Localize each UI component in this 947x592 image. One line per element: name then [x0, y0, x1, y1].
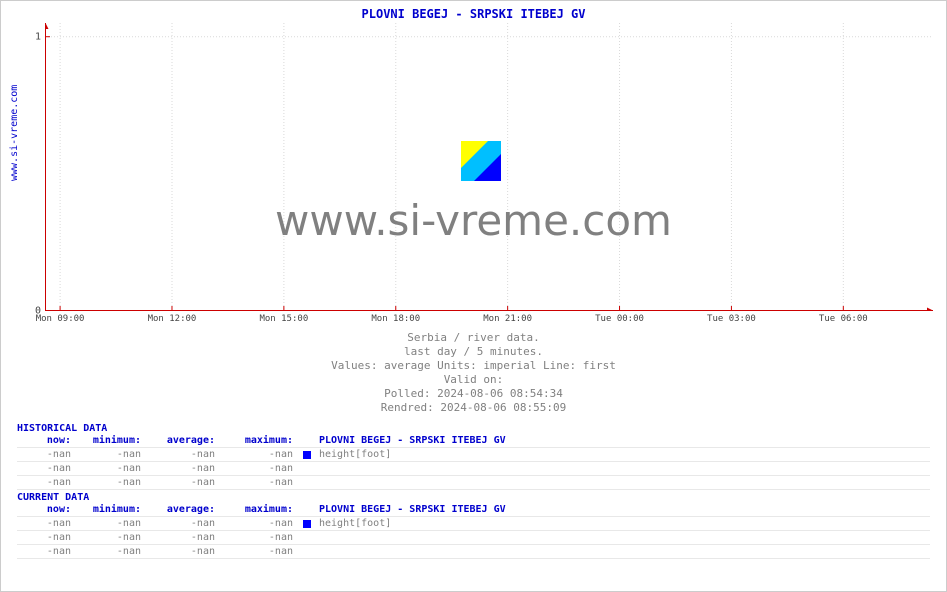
meta-line: Values: average Units: imperial Line: fi…	[1, 359, 946, 373]
y-tick-label: 0	[9, 306, 41, 317]
cell-now: -nan	[17, 462, 77, 475]
col-header-min: minimum:	[77, 434, 147, 447]
x-tick-label: Mon 21:00	[483, 314, 532, 324]
cell-avg: -nan	[147, 545, 221, 558]
cell-max: -nan	[221, 462, 299, 475]
y-axis-label: www.si-vreme.com	[9, 85, 20, 181]
chart-metadata: Serbia / river data. last day / 5 minute…	[1, 331, 946, 415]
x-tick-label: Mon 18:00	[371, 314, 420, 324]
meta-line: last day / 5 minutes.	[1, 345, 946, 359]
cell-max: -nan	[221, 545, 299, 558]
meta-line: Rendred: 2024-08-06 08:55:09	[1, 401, 946, 415]
cell-min: -nan	[77, 448, 147, 461]
col-header-max: maximum:	[221, 503, 299, 516]
site-logo-icon	[461, 141, 501, 181]
x-tick-label: Mon 15:00	[259, 314, 308, 324]
cell-label	[315, 545, 930, 558]
current-header: CURRENT DATA	[17, 492, 930, 503]
cell-swatch	[299, 531, 315, 544]
cell-min: -nan	[77, 476, 147, 489]
cell-now: -nan	[17, 517, 77, 530]
cell-now: -nan	[17, 476, 77, 489]
table-row: -nan-nan-nan-nanheight[foot]	[17, 448, 930, 462]
table-header-row: now: minimum: average: maximum: PLOVNI B…	[17, 434, 930, 448]
cell-now: -nan	[17, 448, 77, 461]
col-header-avg: average:	[147, 434, 221, 447]
x-tick-label: Mon 12:00	[148, 314, 197, 324]
series-swatch-icon	[303, 451, 311, 459]
cell-label: height[foot]	[315, 448, 930, 461]
table-row: -nan-nan-nan-nan	[17, 545, 930, 559]
meta-line: Serbia / river data.	[1, 331, 946, 345]
table-row: -nan-nan-nan-nan	[17, 531, 930, 545]
col-header-station: PLOVNI BEGEJ - SRPSKI ITEBEJ GV	[315, 434, 930, 447]
cell-avg: -nan	[147, 476, 221, 489]
table-row: -nan-nan-nan-nan	[17, 462, 930, 476]
col-header-now: now:	[17, 503, 77, 516]
cell-swatch	[299, 517, 315, 530]
cell-label	[315, 476, 930, 489]
data-tables: HISTORICAL DATA now: minimum: average: m…	[17, 421, 930, 559]
cell-swatch	[299, 448, 315, 461]
cell-avg: -nan	[147, 448, 221, 461]
cell-swatch	[299, 476, 315, 489]
cell-min: -nan	[77, 531, 147, 544]
series-swatch-icon	[303, 520, 311, 528]
table-header-row: now: minimum: average: maximum: PLOVNI B…	[17, 503, 930, 517]
col-header-station: PLOVNI BEGEJ - SRPSKI ITEBEJ GV	[315, 503, 930, 516]
cell-swatch	[299, 545, 315, 558]
col-header-min: minimum:	[77, 503, 147, 516]
cell-max: -nan	[221, 517, 299, 530]
meta-line: Polled: 2024-08-06 08:54:34	[1, 387, 946, 401]
cell-now: -nan	[17, 545, 77, 558]
cell-min: -nan	[77, 517, 147, 530]
x-tick-label: Tue 00:00	[595, 314, 644, 324]
cell-avg: -nan	[147, 531, 221, 544]
cell-min: -nan	[77, 545, 147, 558]
cell-max: -nan	[221, 531, 299, 544]
x-tick-label: Tue 06:00	[819, 314, 868, 324]
cell-label	[315, 462, 930, 475]
chart-title: PLOVNI BEGEJ - SRPSKI ITEBEJ GV	[1, 7, 946, 21]
x-tick-label: Mon 09:00	[36, 314, 85, 324]
col-header-avg: average:	[147, 503, 221, 516]
cell-now: -nan	[17, 531, 77, 544]
table-row: -nan-nan-nan-nanheight[foot]	[17, 517, 930, 531]
col-header-now: now:	[17, 434, 77, 447]
cell-max: -nan	[221, 448, 299, 461]
cell-min: -nan	[77, 462, 147, 475]
cell-swatch	[299, 462, 315, 475]
meta-line: Valid on:	[1, 373, 946, 387]
cell-avg: -nan	[147, 517, 221, 530]
col-header-max: maximum:	[221, 434, 299, 447]
cell-label: height[foot]	[315, 517, 930, 530]
table-row: -nan-nan-nan-nan	[17, 476, 930, 490]
cell-max: -nan	[221, 476, 299, 489]
y-tick-label: 1	[9, 31, 41, 42]
x-tick-label: Tue 03:00	[707, 314, 756, 324]
cell-avg: -nan	[147, 462, 221, 475]
cell-label	[315, 531, 930, 544]
historical-header: HISTORICAL DATA	[17, 423, 930, 434]
